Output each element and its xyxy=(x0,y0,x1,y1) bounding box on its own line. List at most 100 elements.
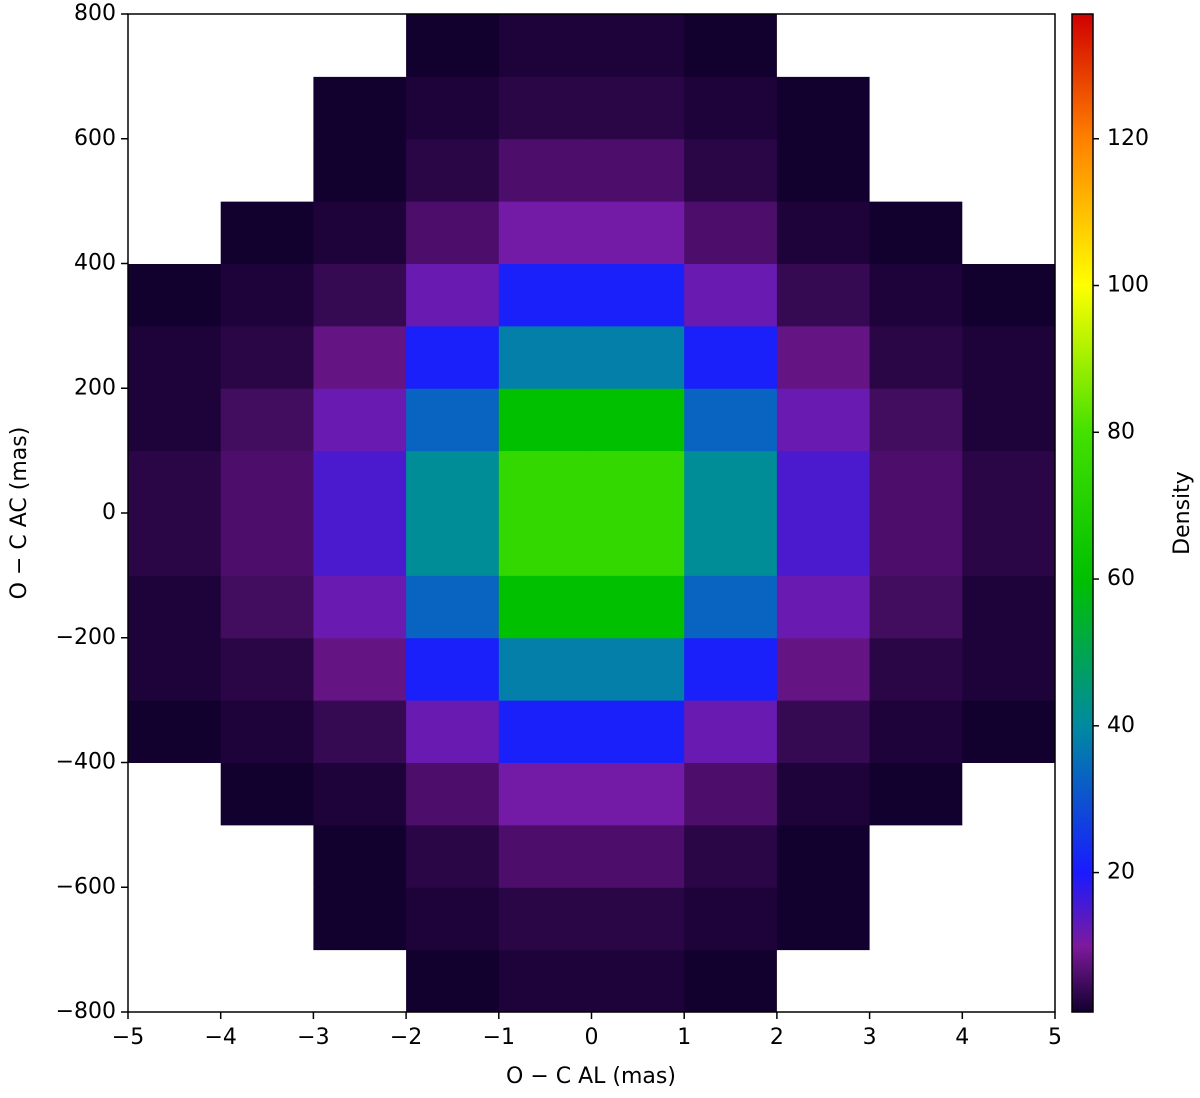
heatmap-cell xyxy=(313,762,407,826)
heatmap-cell xyxy=(313,76,407,140)
heatmap-cell xyxy=(776,388,871,452)
heatmap-cell xyxy=(498,138,592,202)
heatmap-cell xyxy=(776,700,871,763)
heatmap-cell xyxy=(962,450,1056,514)
heatmap-cell xyxy=(869,14,963,77)
heatmap-cell xyxy=(684,325,778,389)
heatmap-cell xyxy=(962,824,1056,888)
y-tick-label: 0 xyxy=(102,500,116,525)
heatmap-cell xyxy=(776,76,871,140)
heatmap-cell xyxy=(684,949,778,1013)
heatmap-cell xyxy=(962,201,1056,264)
heatmap-cell xyxy=(220,700,314,763)
x-tick-label: −5 xyxy=(112,1025,144,1050)
heatmap-cell xyxy=(591,138,685,202)
heatmap-cell xyxy=(498,201,592,264)
x-tick-label: 5 xyxy=(1048,1025,1062,1050)
heatmap-cell xyxy=(128,762,222,826)
heatmap-cell xyxy=(776,450,871,514)
heatmap-cell xyxy=(776,824,871,888)
heatmap-cell xyxy=(406,700,500,763)
heatmap-cell xyxy=(128,513,222,576)
heatmap-cell xyxy=(591,201,685,264)
heatmap-cell xyxy=(776,637,871,701)
heatmap-cell xyxy=(776,201,871,264)
colorbar-tick-label: 20 xyxy=(1107,860,1135,885)
heatmap-cell xyxy=(591,76,685,140)
heatmap-cell xyxy=(591,263,685,327)
heatmap-cell xyxy=(128,637,222,701)
heatmap-cell xyxy=(684,513,778,576)
heatmap-cell xyxy=(962,887,1056,951)
heatmap-cell xyxy=(313,263,407,327)
heatmap-cell xyxy=(591,637,685,701)
heatmap-cell xyxy=(962,14,1056,77)
heatmap-cell xyxy=(498,450,592,514)
heatmap-cell xyxy=(128,575,222,639)
colorbar-tick-label: 120 xyxy=(1107,126,1149,151)
heatmap-cell xyxy=(962,700,1056,763)
heatmap-cell xyxy=(220,575,314,639)
heatmap-cell xyxy=(406,949,500,1013)
heatmap-cell xyxy=(313,201,407,264)
heatmap-cell xyxy=(406,388,500,452)
heatmap-cell xyxy=(220,637,314,701)
heatmap-cell xyxy=(406,575,500,639)
heatmap-cell xyxy=(128,450,222,514)
heatmap-cell xyxy=(128,263,222,327)
heatmap-cell xyxy=(684,450,778,514)
heatmap-cell xyxy=(220,138,314,202)
colorbar-label: Density xyxy=(1170,471,1195,555)
heatmap-cell xyxy=(313,388,407,452)
heatmap-cell xyxy=(684,388,778,452)
heatmap-cell xyxy=(406,325,500,389)
heatmap-cell xyxy=(498,513,592,576)
heatmap-cell xyxy=(591,949,685,1013)
heatmap-cell xyxy=(313,450,407,514)
heatmap-cell xyxy=(869,762,963,826)
heatmap-cell xyxy=(684,263,778,327)
y-tick-label: −200 xyxy=(56,625,116,650)
heatmap-cell xyxy=(128,887,222,951)
heatmap-cell xyxy=(406,14,500,77)
y-tick-label: 800 xyxy=(74,1,116,26)
heatmap-cell xyxy=(591,14,685,77)
heatmap-cell xyxy=(962,513,1056,576)
heatmap-cell xyxy=(220,201,314,264)
heatmap-cell xyxy=(498,325,592,389)
heatmap-cell xyxy=(498,76,592,140)
heatmap-cell xyxy=(776,949,871,1013)
y-tick-label: 400 xyxy=(74,251,116,276)
heatmap-cell xyxy=(313,14,407,77)
heatmap-cell xyxy=(313,325,407,389)
y-tick-label: 200 xyxy=(74,375,116,400)
heatmap-cell xyxy=(869,824,963,888)
heatmap-cell xyxy=(962,949,1056,1013)
heatmap-cell xyxy=(869,263,963,327)
heatmap-cell xyxy=(869,201,963,264)
heatmap-cell xyxy=(128,138,222,202)
heatmap-cell xyxy=(869,700,963,763)
heatmap-cell xyxy=(591,388,685,452)
heatmap-cell xyxy=(962,762,1056,826)
heatmap-cell xyxy=(776,138,871,202)
heatmap-cell xyxy=(869,575,963,639)
heatmap-cell xyxy=(776,14,871,77)
colorbar-tick-label: 100 xyxy=(1107,273,1149,298)
x-tick-label: 3 xyxy=(863,1025,877,1050)
heatmap-cell xyxy=(869,325,963,389)
heatmap-cell xyxy=(498,575,592,639)
heatmap-cell xyxy=(313,637,407,701)
heatmap-cell xyxy=(313,700,407,763)
heatmap-cell xyxy=(313,138,407,202)
heatmap-cell xyxy=(962,263,1056,327)
y-tick-label: 600 xyxy=(74,126,116,151)
heatmap-cell xyxy=(220,14,314,77)
x-axis-label: O − C AL (mas) xyxy=(506,1064,676,1089)
heatmap-cell xyxy=(684,138,778,202)
heatmap-cell xyxy=(498,762,592,826)
heatmap-cell xyxy=(869,513,963,576)
heatmap-cell xyxy=(406,824,500,888)
heatmap-cell xyxy=(220,887,314,951)
heatmap-cell xyxy=(313,949,407,1013)
